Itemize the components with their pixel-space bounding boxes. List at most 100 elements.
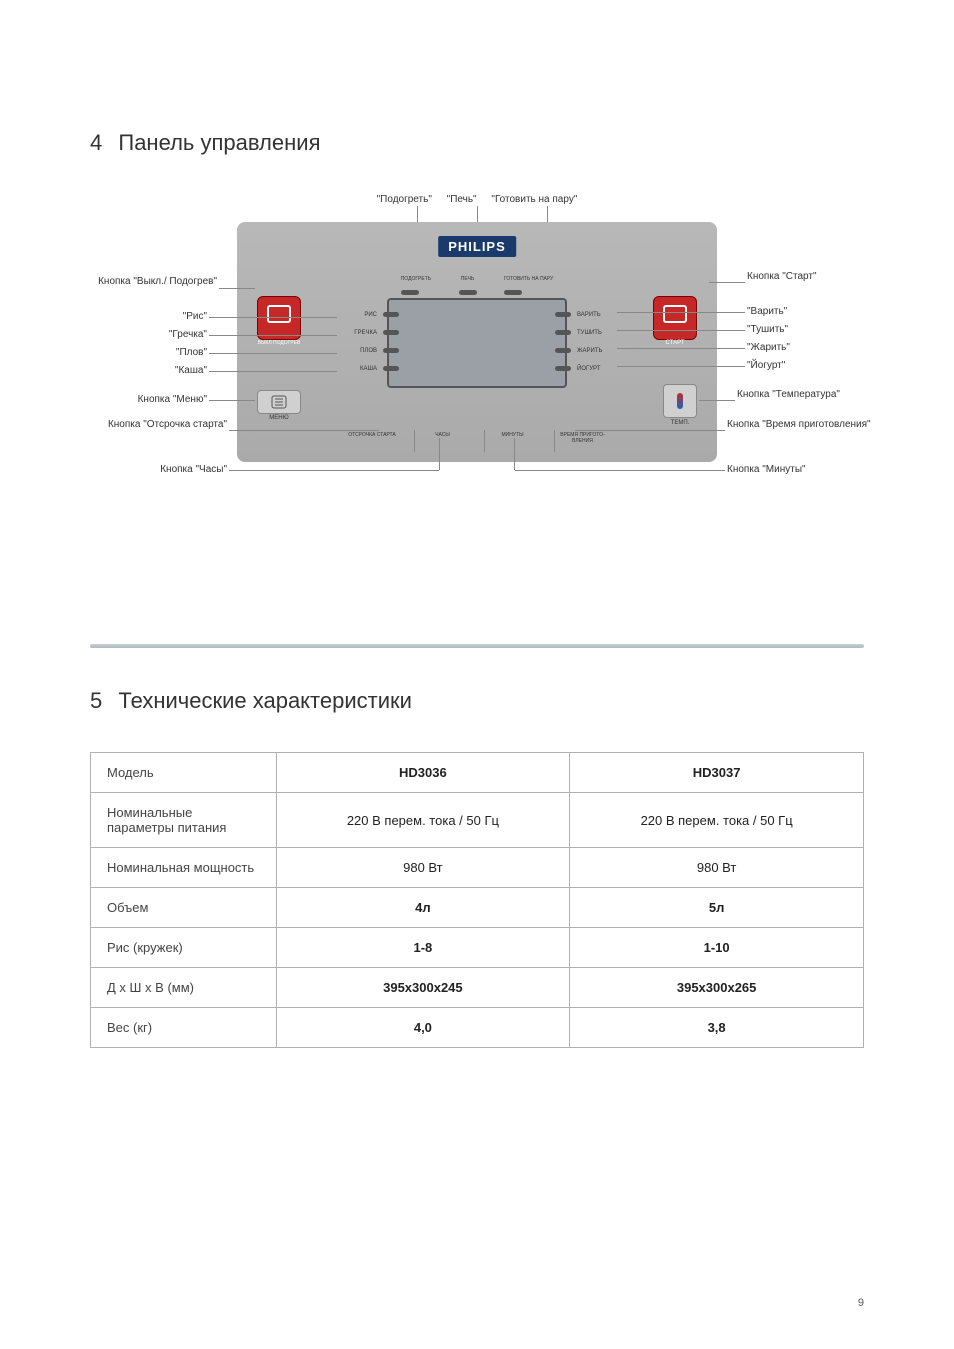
top-indicator-strip: ПОДОГРЕТЬ ПЕЧЬ ГОТОВИТЬ НА ПАРУ xyxy=(387,276,567,290)
spec-val-b: 220 В перем. тока / 50 Гц xyxy=(570,793,864,848)
callout-top-0: "Подогреть" xyxy=(377,194,432,205)
specs-table: Модель HD3036 HD3037 Номинальные парамет… xyxy=(90,752,864,1048)
spec-val-a: 220 В перем. тока / 50 Гц xyxy=(276,793,570,848)
control-panel-diagram: "Подогреть" "Печь" "Готовить на пару" PH… xyxy=(107,194,847,554)
label-right-1: "Варить" xyxy=(747,306,847,317)
ind-top-1: ПЕЧЬ xyxy=(459,276,477,282)
ind-right-0: ВАРИТЬ xyxy=(577,312,601,318)
leader-line xyxy=(617,348,745,349)
ind-right-3: ЙОГУРТ xyxy=(577,366,600,372)
leader-line xyxy=(617,312,745,313)
spec-label: Номинальная мощность xyxy=(91,848,277,888)
section5-heading: 5 Технические характеристики xyxy=(90,688,864,714)
spec-val-b: HD3037 xyxy=(570,753,864,793)
leader-line xyxy=(439,438,440,470)
leader-line xyxy=(209,400,255,401)
spec-val-a: 980 Вт xyxy=(276,848,570,888)
btn-hours[interactable]: ЧАСЫ xyxy=(414,430,470,452)
label-left-0: Кнопка "Выкл./ Подогрев" xyxy=(97,276,217,288)
table-row: Номинальная мощность 980 Вт 980 Вт xyxy=(91,848,864,888)
temp-button[interactable] xyxy=(663,384,697,418)
table-row: Д x Ш x В (мм) 395x300x245 395x300x265 xyxy=(91,968,864,1008)
ind-left-3: КАША xyxy=(360,366,377,372)
leader-line xyxy=(617,366,745,367)
label-right-4: "Йогурт" xyxy=(747,360,847,371)
label-right-2: "Тушить" xyxy=(747,324,847,335)
ind-left-0: РИС xyxy=(364,312,377,318)
label-right-3: "Жарить" xyxy=(747,342,847,353)
spec-label: Д x Ш x В (мм) xyxy=(91,968,277,1008)
leader-line xyxy=(515,470,725,471)
btn-cooktime[interactable]: ВРЕМЯ ПРИГОТО- ВЛЕНИЯ xyxy=(554,430,610,452)
leader-line xyxy=(209,353,337,354)
top-callouts: "Подогреть" "Печь" "Готовить на пару" xyxy=(107,194,847,205)
callout-top-2: "Готовить на пару" xyxy=(491,194,577,205)
page-number: 9 xyxy=(858,1297,864,1309)
temp-caption: ТЕМП. xyxy=(657,420,703,426)
leader-line xyxy=(219,288,255,289)
label-left-6: Кнопка "Отсрочка старта" xyxy=(97,419,227,431)
table-row: Модель HD3036 HD3037 xyxy=(91,753,864,793)
brand-logo: PHILIPS xyxy=(438,236,516,257)
spec-label: Вес (кг) xyxy=(91,1008,277,1048)
menu-caption: МЕНЮ xyxy=(257,415,301,421)
table-row: Объем 4л 5л xyxy=(91,888,864,928)
label-left-4: "Каша" xyxy=(107,365,207,376)
table-row: Рис (кружек) 1-8 1-10 xyxy=(91,928,864,968)
leader-line xyxy=(699,400,735,401)
spec-val-b: 5л xyxy=(570,888,864,928)
ind-top-0: ПОДОГРЕТЬ xyxy=(401,276,431,282)
section5-title: Технические характеристики xyxy=(118,688,412,713)
section4-number: 4 xyxy=(90,130,102,155)
table-row: Номинальные параметры питания 220 В пере… xyxy=(91,793,864,848)
table-row: Вес (кг) 4,0 3,8 xyxy=(91,1008,864,1048)
leader-line xyxy=(209,335,337,336)
spec-label: Модель xyxy=(91,753,277,793)
callout-top-1: "Печь" xyxy=(447,194,477,205)
label-right-0: Кнопка "Старт" xyxy=(747,271,857,283)
label-right-5: Кнопка "Температура" xyxy=(737,389,857,401)
spec-val-a: 4л xyxy=(276,888,570,928)
leader-line xyxy=(709,282,745,283)
section4-heading: 4 Панель управления xyxy=(90,130,864,156)
section-divider xyxy=(90,644,864,648)
leader-line xyxy=(617,330,745,331)
ind-left-2: ПЛОВ xyxy=(360,348,377,354)
leader-line xyxy=(229,430,379,431)
btn-minutes[interactable]: МИНУТЫ xyxy=(484,430,540,452)
spec-val-b: 1-10 xyxy=(570,928,864,968)
leader-line xyxy=(575,430,725,431)
start-caption: СТАРТ xyxy=(653,340,697,346)
spec-label: Объем xyxy=(91,888,277,928)
leader-line xyxy=(209,317,337,318)
leader-line xyxy=(514,438,515,470)
spec-label: Номинальные параметры питания xyxy=(91,793,277,848)
spec-val-b: 395x300x265 xyxy=(570,968,864,1008)
section4-title: Панель управления xyxy=(118,130,320,155)
section5-number: 5 xyxy=(90,688,102,713)
off-warm-caption: ВЫКЛ ПОДОГРЕВ xyxy=(257,340,301,346)
start-button[interactable] xyxy=(653,296,697,340)
leader-line xyxy=(209,371,337,372)
ind-left-1: ГРЕЧКА xyxy=(354,330,377,336)
spec-val-b: 3,8 xyxy=(570,1008,864,1048)
lcd-screen xyxy=(387,298,567,388)
label-right-7: Кнопка "Минуты" xyxy=(727,464,857,475)
spec-label: Рис (кружек) xyxy=(91,928,277,968)
label-left-2: "Гречка" xyxy=(107,329,207,340)
spec-val-a: 395x300x245 xyxy=(276,968,570,1008)
label-left-1: "Рис" xyxy=(107,311,207,322)
bottom-button-strip: ОТСРОЧКА СТАРТА ЧАСЫ МИНУТЫ ВРЕМЯ ПРИГОТ… xyxy=(337,430,617,452)
off-warm-button[interactable] xyxy=(257,296,301,340)
spec-val-b: 980 Вт xyxy=(570,848,864,888)
label-left-3: "Плов" xyxy=(107,347,207,358)
label-right-6: Кнопка "Время приготовления" xyxy=(727,419,857,431)
ind-top-2: ГОТОВИТЬ НА ПАРУ xyxy=(504,276,553,282)
right-indicator-col: ВАРИТЬ ТУШИТЬ ЖАРИТЬ ЙОГУРТ xyxy=(577,310,633,382)
ind-right-1: ТУШИТЬ xyxy=(577,330,602,336)
menu-button[interactable] xyxy=(257,390,301,414)
ind-right-2: ЖАРИТЬ xyxy=(577,348,602,354)
btn-delay[interactable]: ОТСРОЧКА СТАРТА xyxy=(344,430,400,452)
spec-val-a: 1-8 xyxy=(276,928,570,968)
label-left-5: Кнопка "Меню" xyxy=(97,394,207,405)
